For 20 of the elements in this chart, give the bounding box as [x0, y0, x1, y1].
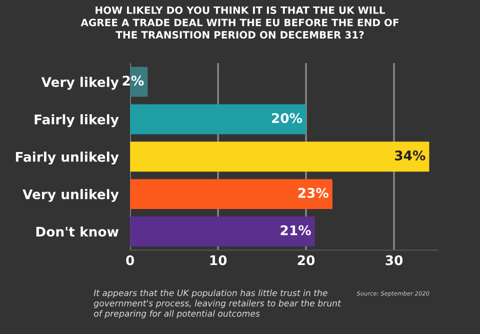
data-label: 2% [122, 76, 144, 86]
data-label: 34% [394, 150, 426, 160]
y-tick-label: Very unlikely [22, 189, 119, 202]
data-label: 21% [280, 225, 311, 236]
y-tick-label: Fairly likely [34, 114, 119, 128]
data-label: 20% [272, 113, 302, 124]
y-tick-label: Fairly unlikely [16, 152, 119, 165]
data-label: 23% [298, 188, 328, 198]
chart-title: HOW LIKELY DO YOU THINK IT IS THAT THE UK WILL AGREE A TRADE DEAL WITH THE EU BEFORE THE END OF THE TRANSITION PERIOD ON DECEMBER 31? [80, 6, 398, 39]
x-tick-label: 20 [298, 255, 315, 266]
x-tick-label: 0 [126, 255, 134, 266]
bar [130, 216, 315, 246]
bar [130, 179, 332, 210]
y-tick-label: Very likely [41, 76, 119, 90]
bar [130, 142, 430, 172]
x-tick-label: 30 [386, 255, 403, 266]
x-tick-label: 10 [210, 255, 227, 266]
y-tick-label: Don't know [36, 226, 119, 237]
bar [130, 104, 306, 134]
text: It appears that the UK population has little trust in the government's process, leaving retailers to bear the brunt of preparing for all potential outcomes [94, 289, 342, 318]
